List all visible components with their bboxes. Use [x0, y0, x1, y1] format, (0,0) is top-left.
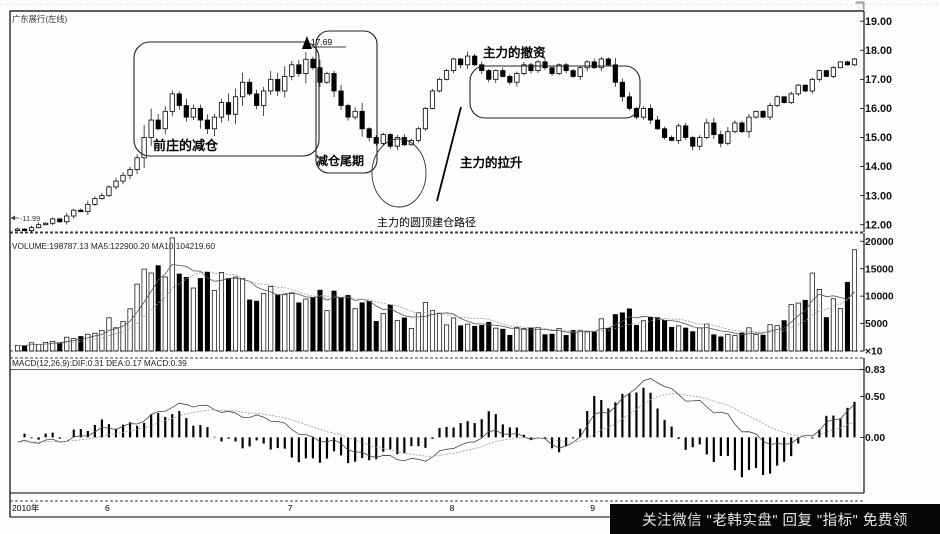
svg-text:主力的圆顶建仓路径: 主力的圆顶建仓路径	[377, 215, 476, 229]
svg-text:15.00: 15.00	[865, 132, 892, 144]
svg-text:0.83: 0.83	[865, 365, 885, 376]
svg-text:VOLUME:198787.13 MA5:122900.: VOLUME:198787.13 MA5:122900.20 MA10:1042…	[12, 241, 215, 251]
svg-text:减仓尾期: 减仓尾期	[316, 153, 364, 168]
svg-text:5000: 5000	[865, 319, 888, 330]
svg-text:6: 6	[105, 503, 110, 513]
svg-text:2010年: 2010年	[12, 503, 40, 513]
svg-text:前庄的减仓: 前庄的减仓	[153, 138, 219, 153]
svg-text:14.00: 14.00	[865, 161, 892, 173]
svg-text:8: 8	[450, 503, 455, 513]
svg-text:0.50: 0.50	[865, 392, 885, 403]
svg-text:10000: 10000	[865, 292, 894, 303]
svg-text:15000: 15000	[865, 264, 894, 275]
svg-text:主力的拉升: 主力的拉升	[460, 155, 523, 170]
svg-text:主力的撤资: 主力的撤资	[483, 45, 546, 60]
svg-text:20000: 20000	[865, 237, 894, 248]
svg-text:16.00: 16.00	[865, 103, 892, 115]
svg-text:广东展行(左线): 广东展行(左线)	[12, 14, 68, 24]
svg-text:17.69: 17.69	[311, 37, 333, 47]
svg-text:12.00: 12.00	[865, 219, 892, 231]
svg-text:×10: ×10	[865, 347, 883, 358]
svg-text:18.00: 18.00	[865, 45, 892, 57]
svg-text:19.00: 19.00	[865, 16, 892, 28]
svg-text:7: 7	[288, 503, 293, 513]
svg-text:17.00: 17.00	[865, 74, 892, 86]
svg-text:MACD(12,26,9):DIF:0.31 DEA:0: MACD(12,26,9):DIF:0.31 DEA:0.17 MACD:0.3…	[12, 358, 187, 368]
svg-text:-11.99: -11.99	[20, 214, 40, 223]
svg-text:13.00: 13.00	[865, 190, 892, 202]
svg-text:9: 9	[590, 503, 595, 513]
svg-text:0.00: 0.00	[865, 433, 885, 444]
